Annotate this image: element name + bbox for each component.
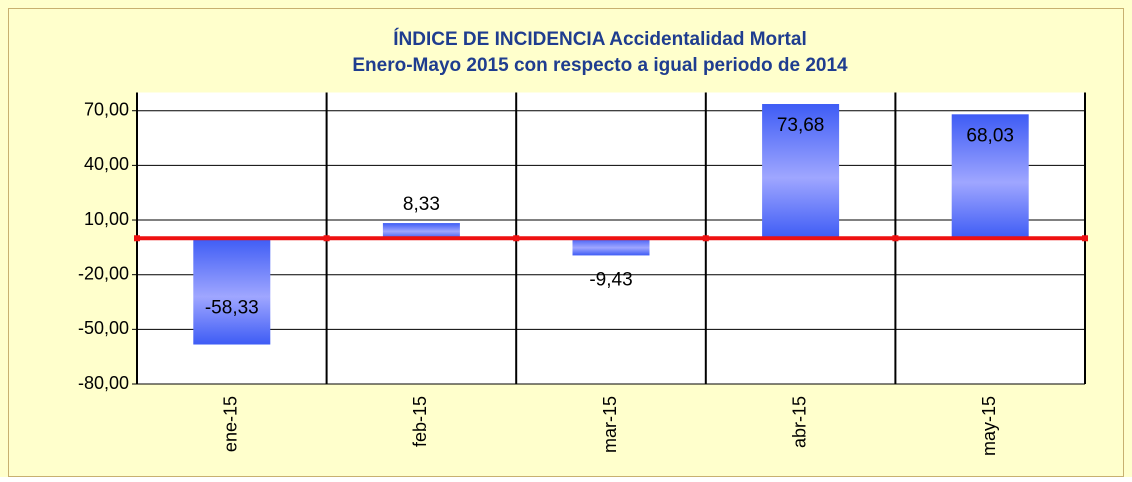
x-tick-label: abr-15 [789,396,809,448]
chart-subtitle: Enero-Mayo 2015 con respecto a igual per… [352,55,848,76]
zero-line-marker [323,235,330,242]
value-label: 68,03 [966,125,1014,146]
value-label: 73,68 [777,115,825,136]
value-label: -9,43 [589,269,632,290]
zero-line-marker [513,235,520,242]
y-tick-label: -50,00 [78,318,129,338]
zero-line-marker [1082,235,1088,242]
x-tick-label: ene-15 [221,396,241,452]
bar [762,104,840,239]
zero-line-marker [892,235,899,242]
y-tick-label: -80,00 [78,373,129,393]
bar [951,114,1029,239]
y-tick-label: 70,00 [84,99,129,119]
x-tick-label: mar-15 [600,396,620,453]
value-label: 8,33 [403,194,440,215]
y-tick-label: 10,00 [84,209,129,229]
bar [572,238,650,256]
value-label: -58,33 [205,298,259,319]
y-tick-label: 40,00 [84,154,129,174]
chart-title: ÍNDICE DE INCIDENCIA Accidentalidad Mort… [393,28,806,50]
zero-line-marker [702,235,709,242]
bar [193,238,271,345]
zero-line-marker [134,235,140,242]
x-tick-label: feb-15 [410,396,430,447]
x-tick-label: may-15 [979,396,999,456]
bar [382,223,460,239]
y-tick-label: -20,00 [78,263,129,283]
